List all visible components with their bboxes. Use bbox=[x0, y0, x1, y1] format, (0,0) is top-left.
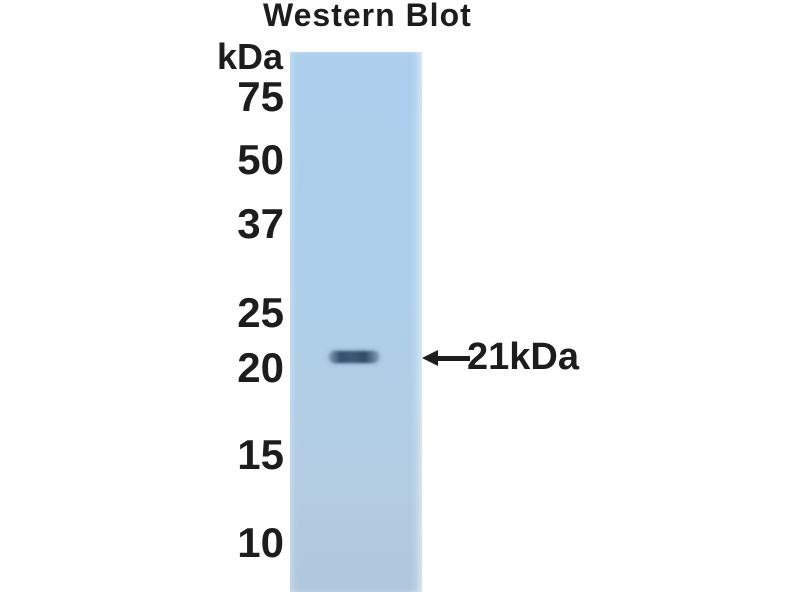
ladder-marker-75: 75 bbox=[237, 73, 284, 120]
ladder-marker-20: 20 bbox=[237, 344, 284, 391]
ladder-unit-label: kDa bbox=[216, 36, 283, 77]
left-arrow-icon bbox=[422, 349, 470, 367]
left-arrow-head bbox=[422, 350, 438, 366]
ladder-marker-15: 15 bbox=[237, 431, 284, 478]
blot-lane bbox=[290, 52, 422, 592]
ladder-marker-10: 10 bbox=[237, 519, 284, 566]
band-annotation: 21kDa bbox=[467, 336, 579, 378]
protein-band bbox=[329, 351, 379, 363]
ladder-marker-25: 25 bbox=[237, 289, 284, 336]
ladder-marker-37: 37 bbox=[237, 200, 284, 247]
figure-title: Western Blot bbox=[263, 0, 472, 33]
left-arrow-shaft bbox=[433, 356, 470, 361]
ladder-marker-50: 50 bbox=[237, 136, 284, 183]
